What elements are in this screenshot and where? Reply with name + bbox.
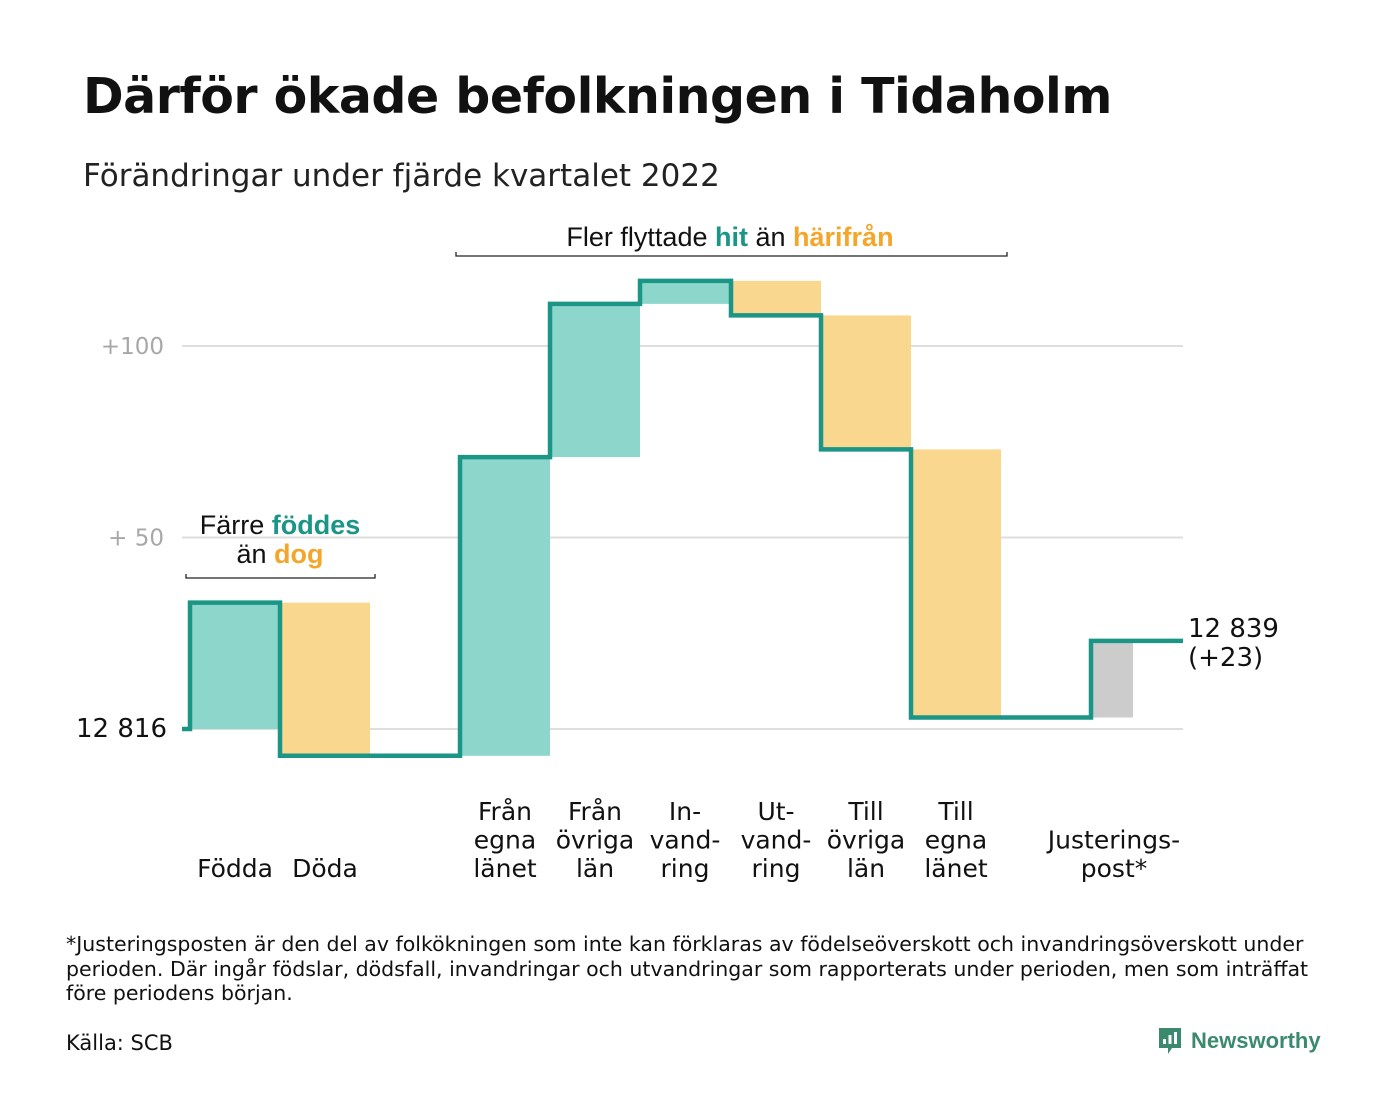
category-label: Från: [568, 797, 622, 826]
category-label: Justerings-: [1046, 826, 1180, 855]
category-label: egna: [474, 826, 536, 855]
annotation-bracket-migration: [455, 252, 1008, 257]
bar-out: [821, 315, 911, 450]
chart-subtitle: Förändringar under fjärde kvartalet 2022: [83, 158, 720, 194]
bar-in: [190, 602, 280, 729]
category-label: län: [847, 854, 885, 883]
category-label: övriga: [556, 826, 635, 855]
annotation-births-deaths: Färre föddes: [200, 510, 361, 540]
population-step-line: [182, 278, 1183, 759]
bar-out: [911, 449, 1001, 718]
category-label: övriga: [827, 826, 906, 855]
annotation-births-deaths-line2: än dog: [236, 539, 323, 569]
annotation-migration: Fler flyttade hit än härifrån: [566, 222, 893, 252]
annotation-migration-part: Fler flyttade: [566, 222, 715, 252]
annotation-births-deaths-part: föddes: [272, 510, 361, 540]
source-note: Källa: SCB: [66, 1031, 173, 1055]
y-tick-label: +100: [101, 334, 164, 360]
annotation-migration-part: hit: [715, 222, 748, 252]
annotation-migration-part: än: [748, 222, 793, 252]
end-value-label: 12 839: [1188, 614, 1279, 644]
bar-in: [460, 457, 550, 756]
category-label: post*: [1081, 854, 1148, 883]
category-label: Döda: [292, 854, 358, 883]
category-label: ring: [661, 854, 710, 883]
category-label: ring: [752, 854, 801, 883]
category-label: Ut-: [757, 797, 794, 826]
category-label: Från: [478, 797, 532, 826]
bar-adjust: [1091, 640, 1133, 718]
newsworthy-brand: Newsworthy: [1157, 1026, 1321, 1056]
annotation-births-deaths-line2-part: än: [236, 539, 274, 569]
chart-title: Därför ökade befolkningen i Tidaholm: [83, 68, 1112, 125]
end-change-label: (+23): [1188, 643, 1263, 673]
category-label: Till: [847, 797, 883, 826]
annotation-migration-part: härifrån: [793, 222, 894, 252]
category-label: länet: [473, 854, 536, 883]
annotation-births-deaths-part: Färre: [200, 510, 272, 540]
bar-in: [640, 280, 730, 304]
category-label: länet: [924, 854, 987, 883]
category-label: vand-: [741, 826, 812, 855]
start-value-label: 12 816: [76, 714, 167, 744]
footnote: *Justeringsposten är den del av folkökni…: [66, 932, 1309, 1005]
bar-out: [280, 602, 370, 756]
category-label: egna: [925, 826, 987, 855]
annotation-births-deaths-line2-part: dog: [274, 539, 323, 569]
bar-in: [550, 303, 640, 458]
category-label: In-: [669, 797, 701, 826]
y-tick-label: + 50: [108, 526, 164, 552]
brand-name: Newsworthy: [1191, 1028, 1321, 1053]
category-label: vand-: [650, 826, 721, 855]
newsworthy-logo-icon: [1159, 1028, 1181, 1054]
category-label: Till: [937, 797, 973, 826]
category-label: län: [576, 854, 614, 883]
annotation-bracket-births-deaths: [185, 574, 376, 579]
category-label: Födda: [197, 854, 273, 883]
bar-out: [731, 280, 821, 316]
